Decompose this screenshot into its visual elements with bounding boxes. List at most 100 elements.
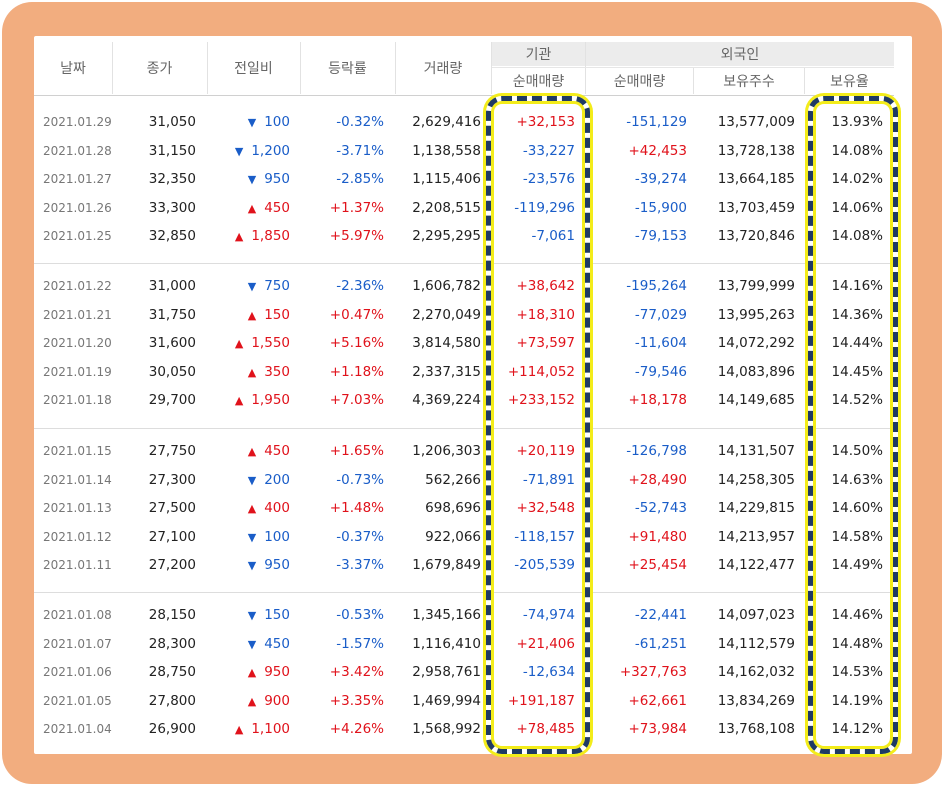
cell-change-value: 900 [264,693,290,709]
table-row: 2021.01.19 30,050 ▲ 350 +1.18% 2,337,315 +114,… [34,360,894,384]
table-row: 2021.01.04 26,900 ▲ 1,100 +4.26% 1,568,992 +78… [34,717,894,741]
cell-inst-net: -205,539 [514,557,575,573]
cell-date: 2021.01.12 [43,530,112,544]
cell-change: ▼ 100 [204,525,290,549]
cell-change-value: 1,950 [251,392,290,408]
cell-close: 27,100 [148,529,196,545]
header-bottom-border [34,95,894,96]
up-arrow-icon: ▲ [234,394,244,407]
cell-foreign-net: -52,743 [634,500,687,516]
header-inst-net: 순매매량 [512,74,565,90]
cell-close: 31,050 [148,114,196,130]
cell-change-value: 150 [264,607,290,623]
down-arrow-icon: ▼ [247,116,257,129]
cell-date: 2021.01.27 [43,172,112,186]
cell-date: 2021.01.22 [43,279,112,293]
cell-foreign-shares: 13,834,269 [717,693,795,709]
header-date: 날짜 [60,61,86,77]
cell-volume: 2,208,515 [412,200,481,216]
cell-foreign-shares: 13,995,263 [717,307,795,323]
cell-rate: +0.47% [329,307,384,323]
cell-inst-net: -118,157 [514,529,575,545]
cell-change-value: 1,200 [251,143,290,159]
cell-inst-net: -71,891 [522,472,575,488]
header-subdivider [492,67,894,68]
cell-change: ▲ 1,950 [204,388,290,412]
cell-foreign-ratio: 14.12% [831,721,883,737]
cell-close: 33,300 [148,200,196,216]
cell-foreign-net: -39,274 [634,171,687,187]
cell-volume: 1,345,166 [412,607,481,623]
header-close: 종가 [146,61,173,77]
cell-volume: 2,337,315 [412,364,481,380]
cell-foreign-net: +42,453 [628,143,687,159]
cell-foreign-shares: 14,149,685 [717,392,795,408]
cell-volume: 1,469,994 [412,693,481,709]
cell-change-value: 950 [264,557,290,573]
cell-foreign-ratio: 14.49% [831,557,883,573]
cell-date: 2021.01.11 [43,558,112,572]
cell-volume: 4,369,224 [412,392,481,408]
cell-close: 28,750 [148,664,196,680]
cell-foreign-ratio: 14.60% [831,500,883,516]
cell-change-value: 450 [264,636,290,652]
up-arrow-icon: ▲ [247,202,257,215]
cell-rate: -3.71% [336,143,384,159]
cell-foreign-net: +62,661 [628,693,687,709]
cell-volume: 1,206,303 [412,443,481,459]
cell-inst-net: +32,153 [516,114,575,130]
up-arrow-icon: ▲ [247,695,257,708]
cell-volume: 2,629,416 [412,114,481,130]
cell-inst-net: +38,642 [516,278,575,294]
header-divider [112,42,113,94]
cell-foreign-ratio: 14.46% [831,607,883,623]
cell-change: ▲ 1,850 [204,224,290,248]
cell-inst-net: -74,974 [522,607,575,623]
table-row: 2021.01.27 32,350 ▼ 950 -2.85% 1,115,406 -23,5… [34,167,894,191]
up-arrow-icon: ▲ [247,445,257,458]
cell-foreign-shares: 13,703,459 [717,200,795,216]
cell-foreign-ratio: 14.06% [831,200,883,216]
cell-date: 2021.01.20 [43,336,112,350]
cell-change: ▲ 900 [204,689,290,713]
cell-foreign-shares: 14,258,305 [717,472,795,488]
cell-foreign-net: -151,129 [626,114,687,130]
cell-date: 2021.01.21 [43,308,112,322]
cell-volume: 1,115,406 [412,171,481,187]
up-arrow-icon: ▲ [247,366,257,379]
cell-close: 31,600 [148,335,196,351]
header-foreign: 외국인 [586,42,894,66]
cell-inst-net: -119,296 [514,200,575,216]
cell-foreign-ratio: 14.48% [831,636,883,652]
down-arrow-icon: ▼ [247,280,257,293]
group-separator [34,263,894,264]
cell-change: ▲ 400 [204,496,290,520]
cell-foreign-ratio: 14.63% [831,472,883,488]
header-divider [300,42,301,94]
cell-date: 2021.01.18 [43,393,112,407]
cell-foreign-shares: 14,162,032 [717,664,795,680]
header-divider [693,68,694,94]
cell-close: 27,200 [148,557,196,573]
cell-rate: +1.37% [329,200,384,216]
cell-foreign-ratio: 14.50% [831,443,883,459]
header-divider [585,42,586,94]
header-institution: 기관 [492,42,585,66]
cell-foreign-ratio: 14.44% [831,335,883,351]
cell-date: 2021.01.28 [43,144,112,158]
cell-rate: +1.48% [329,500,384,516]
cell-change-value: 1,100 [251,721,290,737]
cell-volume: 562,266 [425,472,481,488]
cell-change-value: 1,850 [251,228,290,244]
cell-inst-net: +18,310 [516,307,575,323]
cell-change-value: 950 [264,171,290,187]
group-separator [34,592,894,593]
up-arrow-icon: ▲ [247,502,257,515]
cell-close: 32,350 [148,171,196,187]
table-row: 2021.01.28 31,150 ▼ 1,200 -3.71% 1,138,558 -33… [34,139,894,163]
cell-change: ▼ 150 [204,603,290,627]
cell-change: ▲ 350 [204,360,290,384]
header-foreign-ratio: 보유율 [830,74,869,90]
cell-rate: -0.53% [336,607,384,623]
table-row: 2021.01.29 31,050 ▼ 100 -0.32% 2,629,416 +32,1… [34,110,894,134]
